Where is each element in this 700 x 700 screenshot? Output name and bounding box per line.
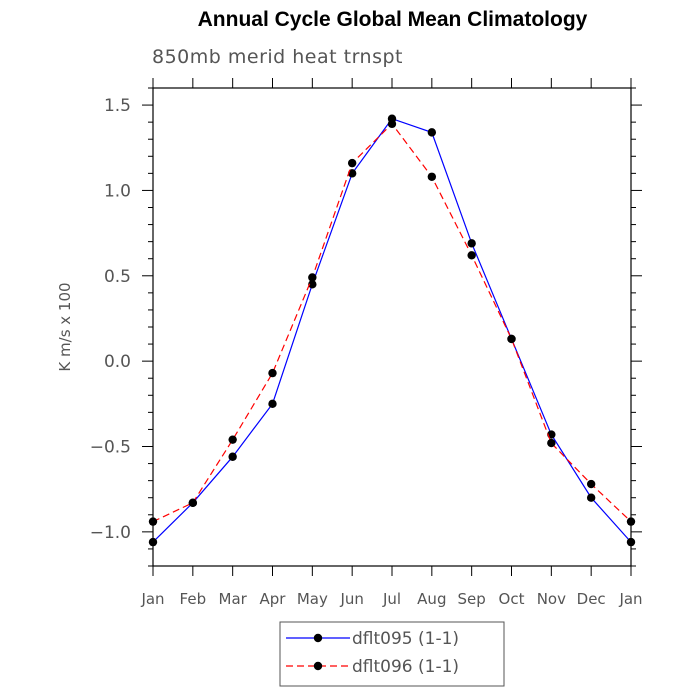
- chart-title: Annual Cycle Global Mean Climatology: [197, 8, 588, 31]
- data-point: [626, 517, 636, 526]
- legend-box: [279, 621, 505, 687]
- data-point: [547, 438, 556, 448]
- x-tick-label: Sep: [458, 590, 486, 608]
- data-point: [507, 334, 516, 344]
- data-point: [387, 119, 397, 129]
- y-axis-label: K m/s x 100: [56, 282, 74, 371]
- legend-label: dflt096 (1-1): [352, 657, 459, 677]
- data-point: [586, 493, 596, 502]
- data-point: [268, 368, 277, 378]
- data-point: [347, 169, 357, 178]
- x-tick-label: Dec: [577, 590, 606, 608]
- y-tick-label: −0.5: [90, 438, 131, 458]
- x-tick-label: Apr: [260, 590, 287, 608]
- data-point: [228, 452, 237, 461]
- data-point: [347, 158, 357, 168]
- legend-marker: [313, 661, 323, 671]
- x-tick-label: Mar: [219, 590, 248, 608]
- data-point: [228, 435, 237, 444]
- y-tick-label: −1.0: [90, 523, 131, 543]
- x-tick-label: Feb: [180, 590, 207, 608]
- data-point: [467, 239, 476, 248]
- x-tick-label: Oct: [499, 590, 525, 608]
- data-point: [626, 537, 636, 547]
- data-point: [188, 498, 198, 508]
- x-tick-label: Jan: [618, 590, 642, 608]
- data-point: [467, 251, 476, 260]
- x-tick-label: Jan: [140, 590, 164, 608]
- x-tick-label: Aug: [417, 590, 446, 608]
- y-tick-label: 1.5: [104, 96, 131, 116]
- legend-marker: [313, 633, 323, 643]
- x-tick-label: Jun: [339, 590, 363, 608]
- y-tick-label: 0.0: [104, 352, 131, 372]
- data-point: [148, 517, 158, 526]
- x-tick-label: Nov: [537, 590, 566, 608]
- legend-label: dflt095 (1-1): [352, 629, 459, 649]
- x-tick-label: May: [297, 590, 328, 608]
- data-point: [427, 172, 437, 181]
- x-tick-label: Jul: [382, 590, 401, 608]
- y-tick-label: 1.0: [104, 181, 131, 201]
- data-point: [427, 128, 437, 137]
- chart-subtitle: 850mb merid heat trnspt: [152, 46, 404, 68]
- y-tick-label: 0.5: [104, 267, 131, 287]
- data-point: [586, 479, 596, 489]
- data-point: [268, 399, 277, 409]
- plot-frame: [152, 87, 632, 567]
- data-point: [308, 273, 317, 282]
- series-line-1: [152, 117, 632, 543]
- data-point: [148, 537, 158, 547]
- data-point: [308, 280, 317, 289]
- series-line-2: [152, 122, 632, 523]
